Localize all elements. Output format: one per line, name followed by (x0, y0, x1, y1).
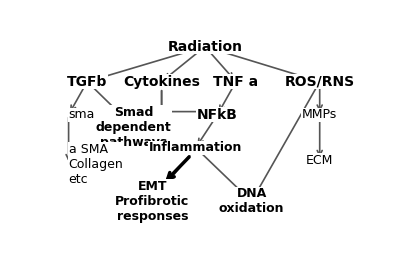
Text: DNA
oxidation: DNA oxidation (219, 187, 284, 215)
Text: TNF a: TNF a (214, 75, 258, 89)
Text: Smad
dependent
pathways: Smad dependent pathways (96, 106, 172, 148)
Text: Radiation: Radiation (168, 40, 242, 54)
Text: MMPs: MMPs (302, 108, 337, 121)
Text: TGFb: TGFb (67, 75, 107, 89)
Text: ROS/RNS: ROS/RNS (285, 75, 355, 89)
Text: Cytokines: Cytokines (123, 75, 200, 89)
Text: ECM: ECM (306, 154, 333, 167)
Text: smad: smad (69, 108, 103, 121)
Text: EMT
Profibrotic
responses: EMT Profibrotic responses (115, 180, 190, 223)
Text: a SMA
Collagen
etc: a SMA Collagen etc (69, 143, 123, 186)
Text: Inflammation: Inflammation (149, 141, 242, 154)
Text: NFkB: NFkB (197, 108, 238, 122)
